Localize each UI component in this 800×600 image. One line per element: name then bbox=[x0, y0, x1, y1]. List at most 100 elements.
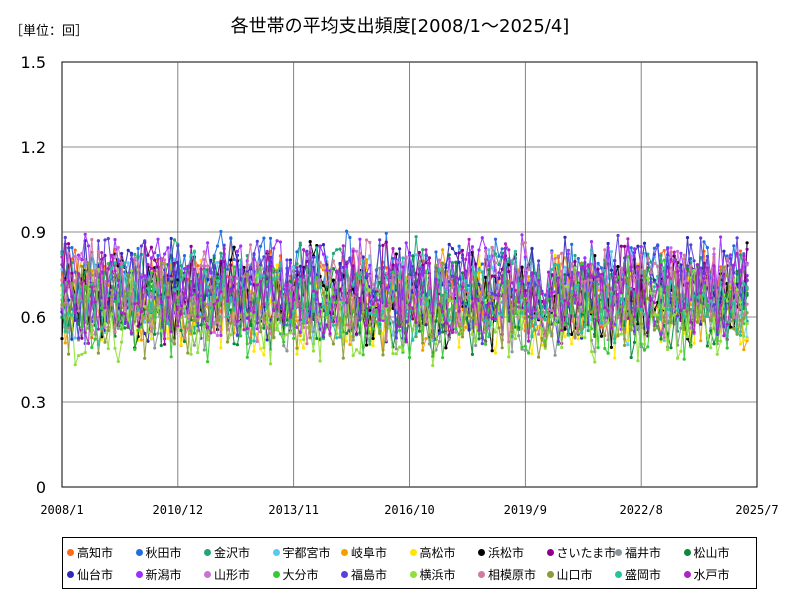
data-point bbox=[219, 259, 223, 263]
data-point bbox=[272, 336, 276, 340]
data-point bbox=[689, 257, 693, 261]
data-point bbox=[520, 311, 524, 315]
data-point bbox=[391, 297, 395, 302]
data-point bbox=[206, 360, 210, 364]
data-point bbox=[364, 334, 369, 338]
data-point bbox=[354, 328, 359, 332]
data-point bbox=[219, 333, 223, 337]
data-point bbox=[427, 261, 431, 265]
data-point bbox=[619, 305, 623, 309]
data-point bbox=[63, 235, 67, 240]
data-point bbox=[414, 253, 418, 257]
data-point bbox=[447, 337, 451, 341]
data-point bbox=[656, 326, 660, 330]
data-point bbox=[457, 251, 461, 255]
data-point bbox=[166, 336, 170, 341]
data-point bbox=[288, 258, 292, 262]
data-point bbox=[606, 289, 610, 293]
legend-item: 福井市 bbox=[615, 541, 684, 563]
data-point bbox=[156, 257, 160, 261]
data-point bbox=[537, 314, 541, 318]
data-point bbox=[537, 259, 541, 263]
data-point bbox=[623, 343, 627, 347]
data-point bbox=[321, 243, 326, 247]
data-point bbox=[255, 283, 259, 287]
data-point bbox=[583, 256, 587, 260]
data-point bbox=[732, 327, 736, 331]
data-point bbox=[742, 334, 746, 338]
data-point bbox=[735, 330, 739, 334]
data-point bbox=[709, 326, 713, 330]
legend-marker-icon bbox=[615, 570, 622, 578]
data-point bbox=[513, 300, 518, 304]
data-point bbox=[272, 277, 276, 281]
data-point bbox=[613, 294, 617, 299]
data-point bbox=[656, 274, 660, 278]
data-point bbox=[229, 321, 233, 325]
data-point bbox=[699, 317, 703, 321]
legend-label: 新潟市 bbox=[145, 567, 182, 582]
data-point bbox=[407, 303, 412, 307]
data-point bbox=[354, 272, 359, 276]
data-point bbox=[292, 268, 296, 273]
data-point bbox=[202, 250, 206, 254]
data-point bbox=[735, 269, 739, 273]
data-point bbox=[202, 258, 206, 262]
data-point bbox=[666, 288, 670, 292]
data-point bbox=[553, 313, 557, 317]
data-point bbox=[209, 292, 213, 296]
data-point bbox=[63, 303, 67, 307]
data-point bbox=[493, 296, 498, 300]
data-point bbox=[192, 295, 196, 299]
data-point bbox=[652, 285, 657, 289]
data-point bbox=[285, 318, 289, 322]
data-point bbox=[239, 334, 243, 338]
data-point bbox=[371, 336, 375, 341]
data-point bbox=[398, 275, 402, 279]
data-point bbox=[106, 302, 110, 306]
data-point bbox=[464, 307, 468, 311]
data-point bbox=[692, 268, 696, 272]
data-point bbox=[603, 324, 607, 328]
data-point bbox=[639, 308, 643, 312]
data-point bbox=[745, 311, 749, 315]
data-point bbox=[735, 291, 739, 295]
data-point bbox=[252, 280, 256, 284]
data-point bbox=[305, 273, 309, 277]
data-point bbox=[540, 313, 544, 317]
data-point bbox=[371, 304, 375, 308]
data-point bbox=[126, 248, 130, 252]
data-point bbox=[398, 247, 402, 251]
data-point bbox=[328, 275, 332, 279]
data-point bbox=[166, 246, 170, 250]
data-point bbox=[371, 327, 375, 331]
data-point bbox=[550, 334, 554, 338]
data-point bbox=[510, 261, 514, 265]
data-point bbox=[378, 329, 382, 333]
data-point bbox=[474, 297, 478, 301]
data-point bbox=[351, 353, 355, 358]
data-point bbox=[550, 291, 554, 295]
data-point bbox=[745, 302, 749, 306]
x-tick-label: 2008/1 bbox=[40, 503, 83, 517]
data-point bbox=[70, 271, 74, 275]
data-point bbox=[738, 249, 743, 253]
data-point bbox=[404, 241, 408, 245]
data-point bbox=[215, 320, 220, 324]
data-point bbox=[302, 319, 306, 323]
data-point bbox=[338, 300, 342, 304]
data-point bbox=[146, 253, 150, 257]
data-point bbox=[305, 313, 309, 317]
data-point bbox=[523, 241, 527, 245]
data-point bbox=[371, 302, 375, 306]
data-point bbox=[616, 233, 620, 238]
data-point bbox=[728, 305, 733, 309]
data-point bbox=[527, 267, 531, 271]
data-point bbox=[146, 339, 150, 343]
data-point bbox=[245, 355, 249, 359]
data-point bbox=[546, 311, 551, 315]
data-point bbox=[666, 347, 670, 352]
data-point bbox=[543, 344, 547, 348]
data-point bbox=[351, 309, 355, 313]
